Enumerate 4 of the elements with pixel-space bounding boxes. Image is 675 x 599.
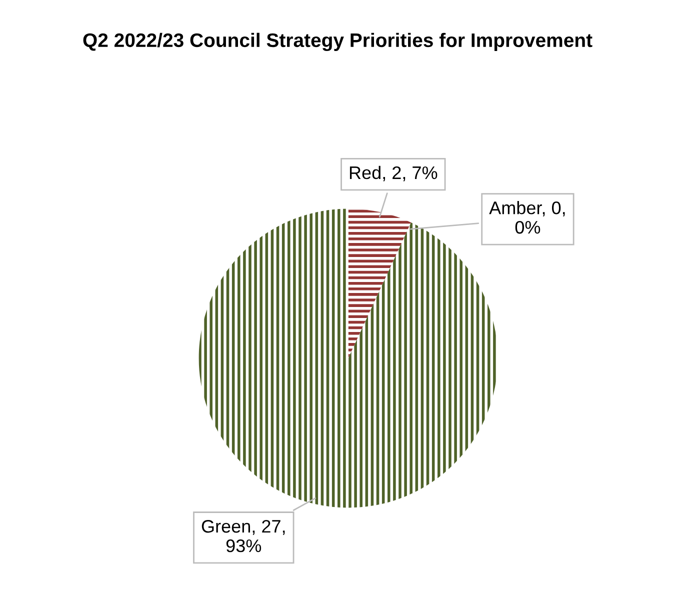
chart-title: Q2 2022/23 Council Strategy Priorities for Improvement: [83, 32, 592, 52]
legend-label: Amber, 0, 0%: [489, 201, 565, 234]
slice-label: Green, 27, 93%: [202, 520, 285, 552]
slice-label: Red, 2, 7%: [350, 166, 438, 182]
